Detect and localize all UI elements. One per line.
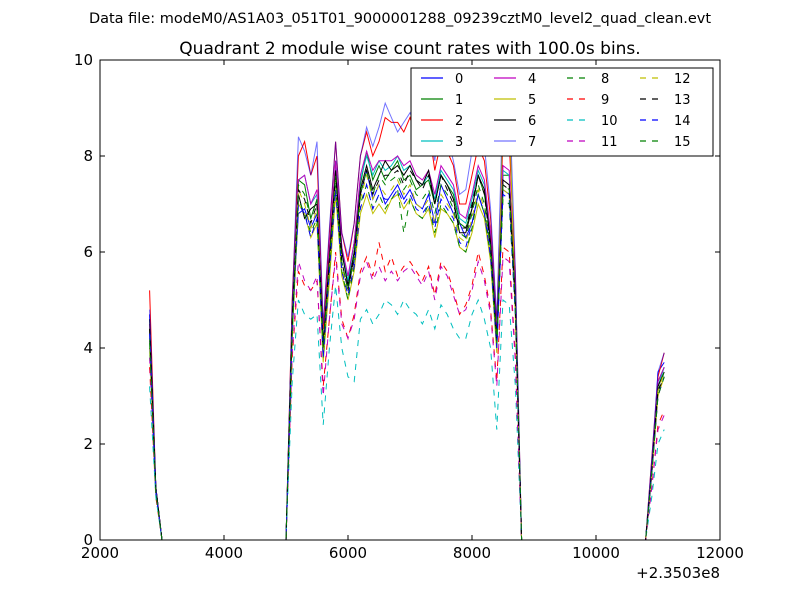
series-line-7: [149, 87, 665, 541]
legend-label-7: 7: [528, 135, 536, 150]
plot-frame: [99, 59, 721, 541]
legend-label-10: 10: [601, 114, 618, 129]
x-tick-label: 4000: [205, 544, 243, 562]
legend-label-1: 1: [455, 93, 463, 108]
y-tick-label: 6: [83, 243, 93, 261]
series-line-9: [149, 242, 665, 541]
legend-label-2: 2: [455, 114, 463, 129]
legend-label-12: 12: [674, 72, 691, 87]
legend-label-4: 4: [528, 72, 536, 87]
series-line-12: [149, 173, 665, 541]
series-line-14: [149, 182, 665, 541]
x-tick-label: 12000: [696, 544, 744, 562]
legend-label-11: 11: [601, 135, 618, 150]
series-line-11: [149, 255, 665, 541]
legend-label-5: 5: [528, 93, 536, 108]
x-offset-label: +2.3503e8: [636, 564, 720, 582]
legend-label-0: 0: [455, 72, 463, 87]
series-layer: [149, 87, 665, 541]
legend-label-3: 3: [455, 135, 463, 150]
x-tick-label: 2000: [81, 544, 119, 562]
series-line-13: [149, 168, 665, 541]
legend-label-15: 15: [674, 135, 691, 150]
y-tick-label: 0: [83, 531, 93, 549]
series-line-15: [149, 168, 665, 541]
y-tick-label: 2: [83, 435, 93, 453]
series-line-5: [149, 102, 665, 541]
x-tick-label: 8000: [453, 544, 491, 562]
legend-label-13: 13: [674, 93, 691, 108]
y-tick-label: 10: [74, 51, 93, 69]
legend-label-6: 6: [528, 114, 536, 129]
legend-label-9: 9: [601, 93, 609, 108]
series-line-10: [149, 285, 665, 541]
x-tick-label: 10000: [572, 544, 620, 562]
y-tick-label: 8: [83, 147, 93, 165]
figure-suptitle: Data file: modeM0/AS1A03_051T01_90000012…: [89, 11, 711, 27]
x-tick-label: 6000: [329, 544, 367, 562]
y-tick-label: 4: [83, 339, 93, 357]
legend-label-8: 8: [601, 72, 609, 87]
legend-box: [410, 67, 714, 157]
legend-label-14: 14: [674, 114, 691, 129]
chart-title: Quadrant 2 module wise count rates with …: [179, 39, 640, 59]
